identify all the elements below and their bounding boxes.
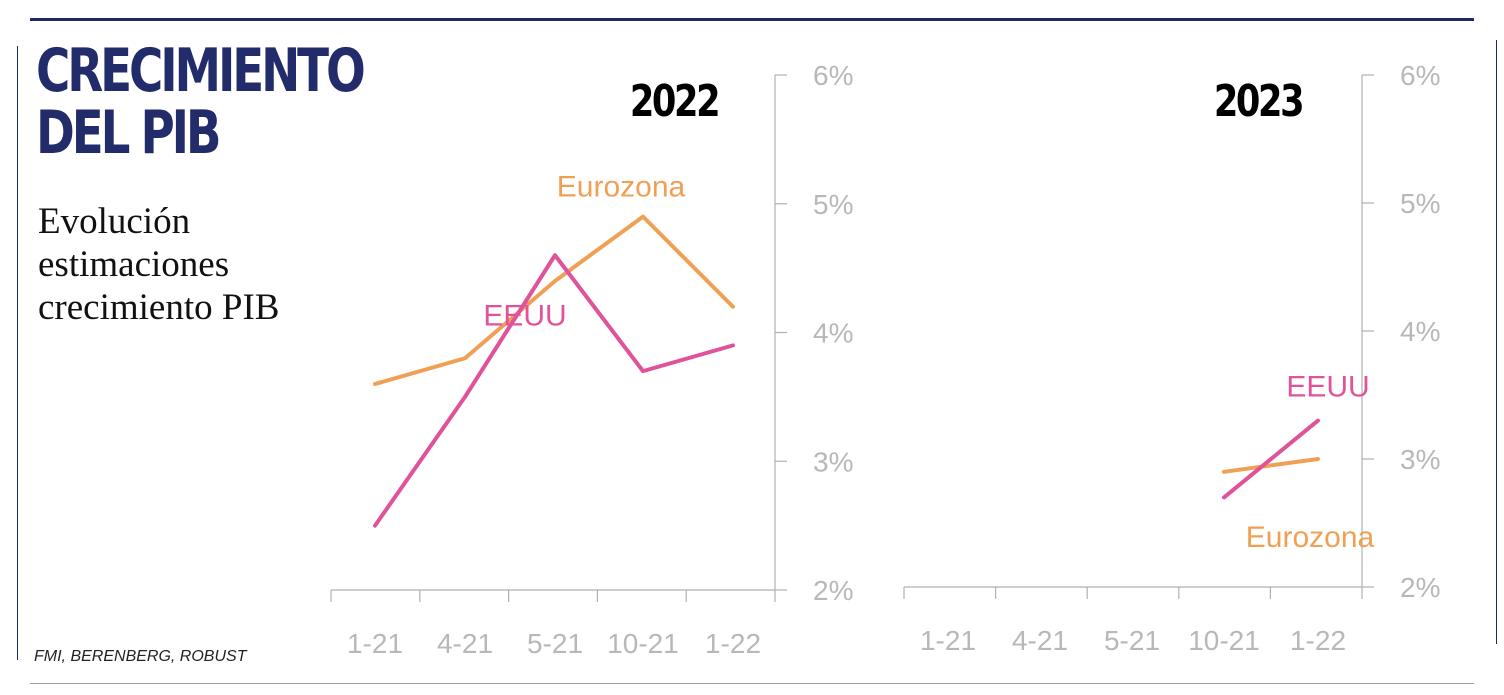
left-border-line: [17, 46, 18, 660]
title-line-2: DEL PIB: [36, 98, 222, 168]
y-tick-label: 2%: [1400, 572, 1440, 603]
y-tick-label: 4%: [813, 318, 853, 349]
y-tick-label: 3%: [1400, 444, 1440, 475]
chart-title: CRECIMIENTO DEL PIB: [36, 40, 366, 164]
series-label-eeuu: EEUU: [1286, 371, 1369, 404]
x-tick-label: 4-21: [1012, 625, 1068, 656]
series-line-eeuu: [373, 253, 735, 528]
chart-subtitle: Evolución estimaciones crecimiento PIB: [38, 201, 280, 328]
x-tick-label: 4-21: [437, 628, 493, 659]
y-tick-label: 6%: [1400, 60, 1440, 91]
y-tick-label: 2%: [813, 575, 853, 606]
y-tick-label: 4%: [1400, 316, 1440, 347]
series-label-eurozona: Eurozona: [557, 171, 686, 204]
x-tick-label: 1-22: [705, 628, 761, 659]
top-rule: [30, 18, 1474, 21]
series-line-eurozona: [1222, 457, 1320, 474]
panel-title-2023: 2023: [1214, 76, 1302, 127]
y-tick-label: 6%: [813, 60, 853, 91]
x-tick-label: 10-21: [607, 628, 679, 659]
title-line-1: CRECIMIENTO: [36, 36, 366, 106]
x-tick-label: 10-21: [1188, 625, 1260, 656]
x-tick-label: 1-21: [920, 625, 976, 656]
bottom-rule: [30, 683, 1474, 684]
y-tick-label: 3%: [813, 446, 853, 477]
right-border-line: [1496, 40, 1497, 644]
source-note: FMI, BERENBERG, ROBUST: [34, 648, 247, 665]
series-label-eurozona: Eurozona: [1246, 521, 1375, 554]
panel-title-2022: 2022: [630, 76, 718, 127]
y-tick-label: 5%: [813, 189, 853, 220]
x-tick-label: 5-21: [527, 628, 583, 659]
x-tick-label: 1-22: [1290, 625, 1346, 656]
series-line-eeuu: [1222, 418, 1320, 500]
series-label-eeuu: EEUU: [483, 299, 566, 332]
y-tick-label: 5%: [1400, 188, 1440, 219]
x-tick-label: 1-21: [347, 628, 403, 659]
x-tick-label: 5-21: [1104, 625, 1160, 656]
